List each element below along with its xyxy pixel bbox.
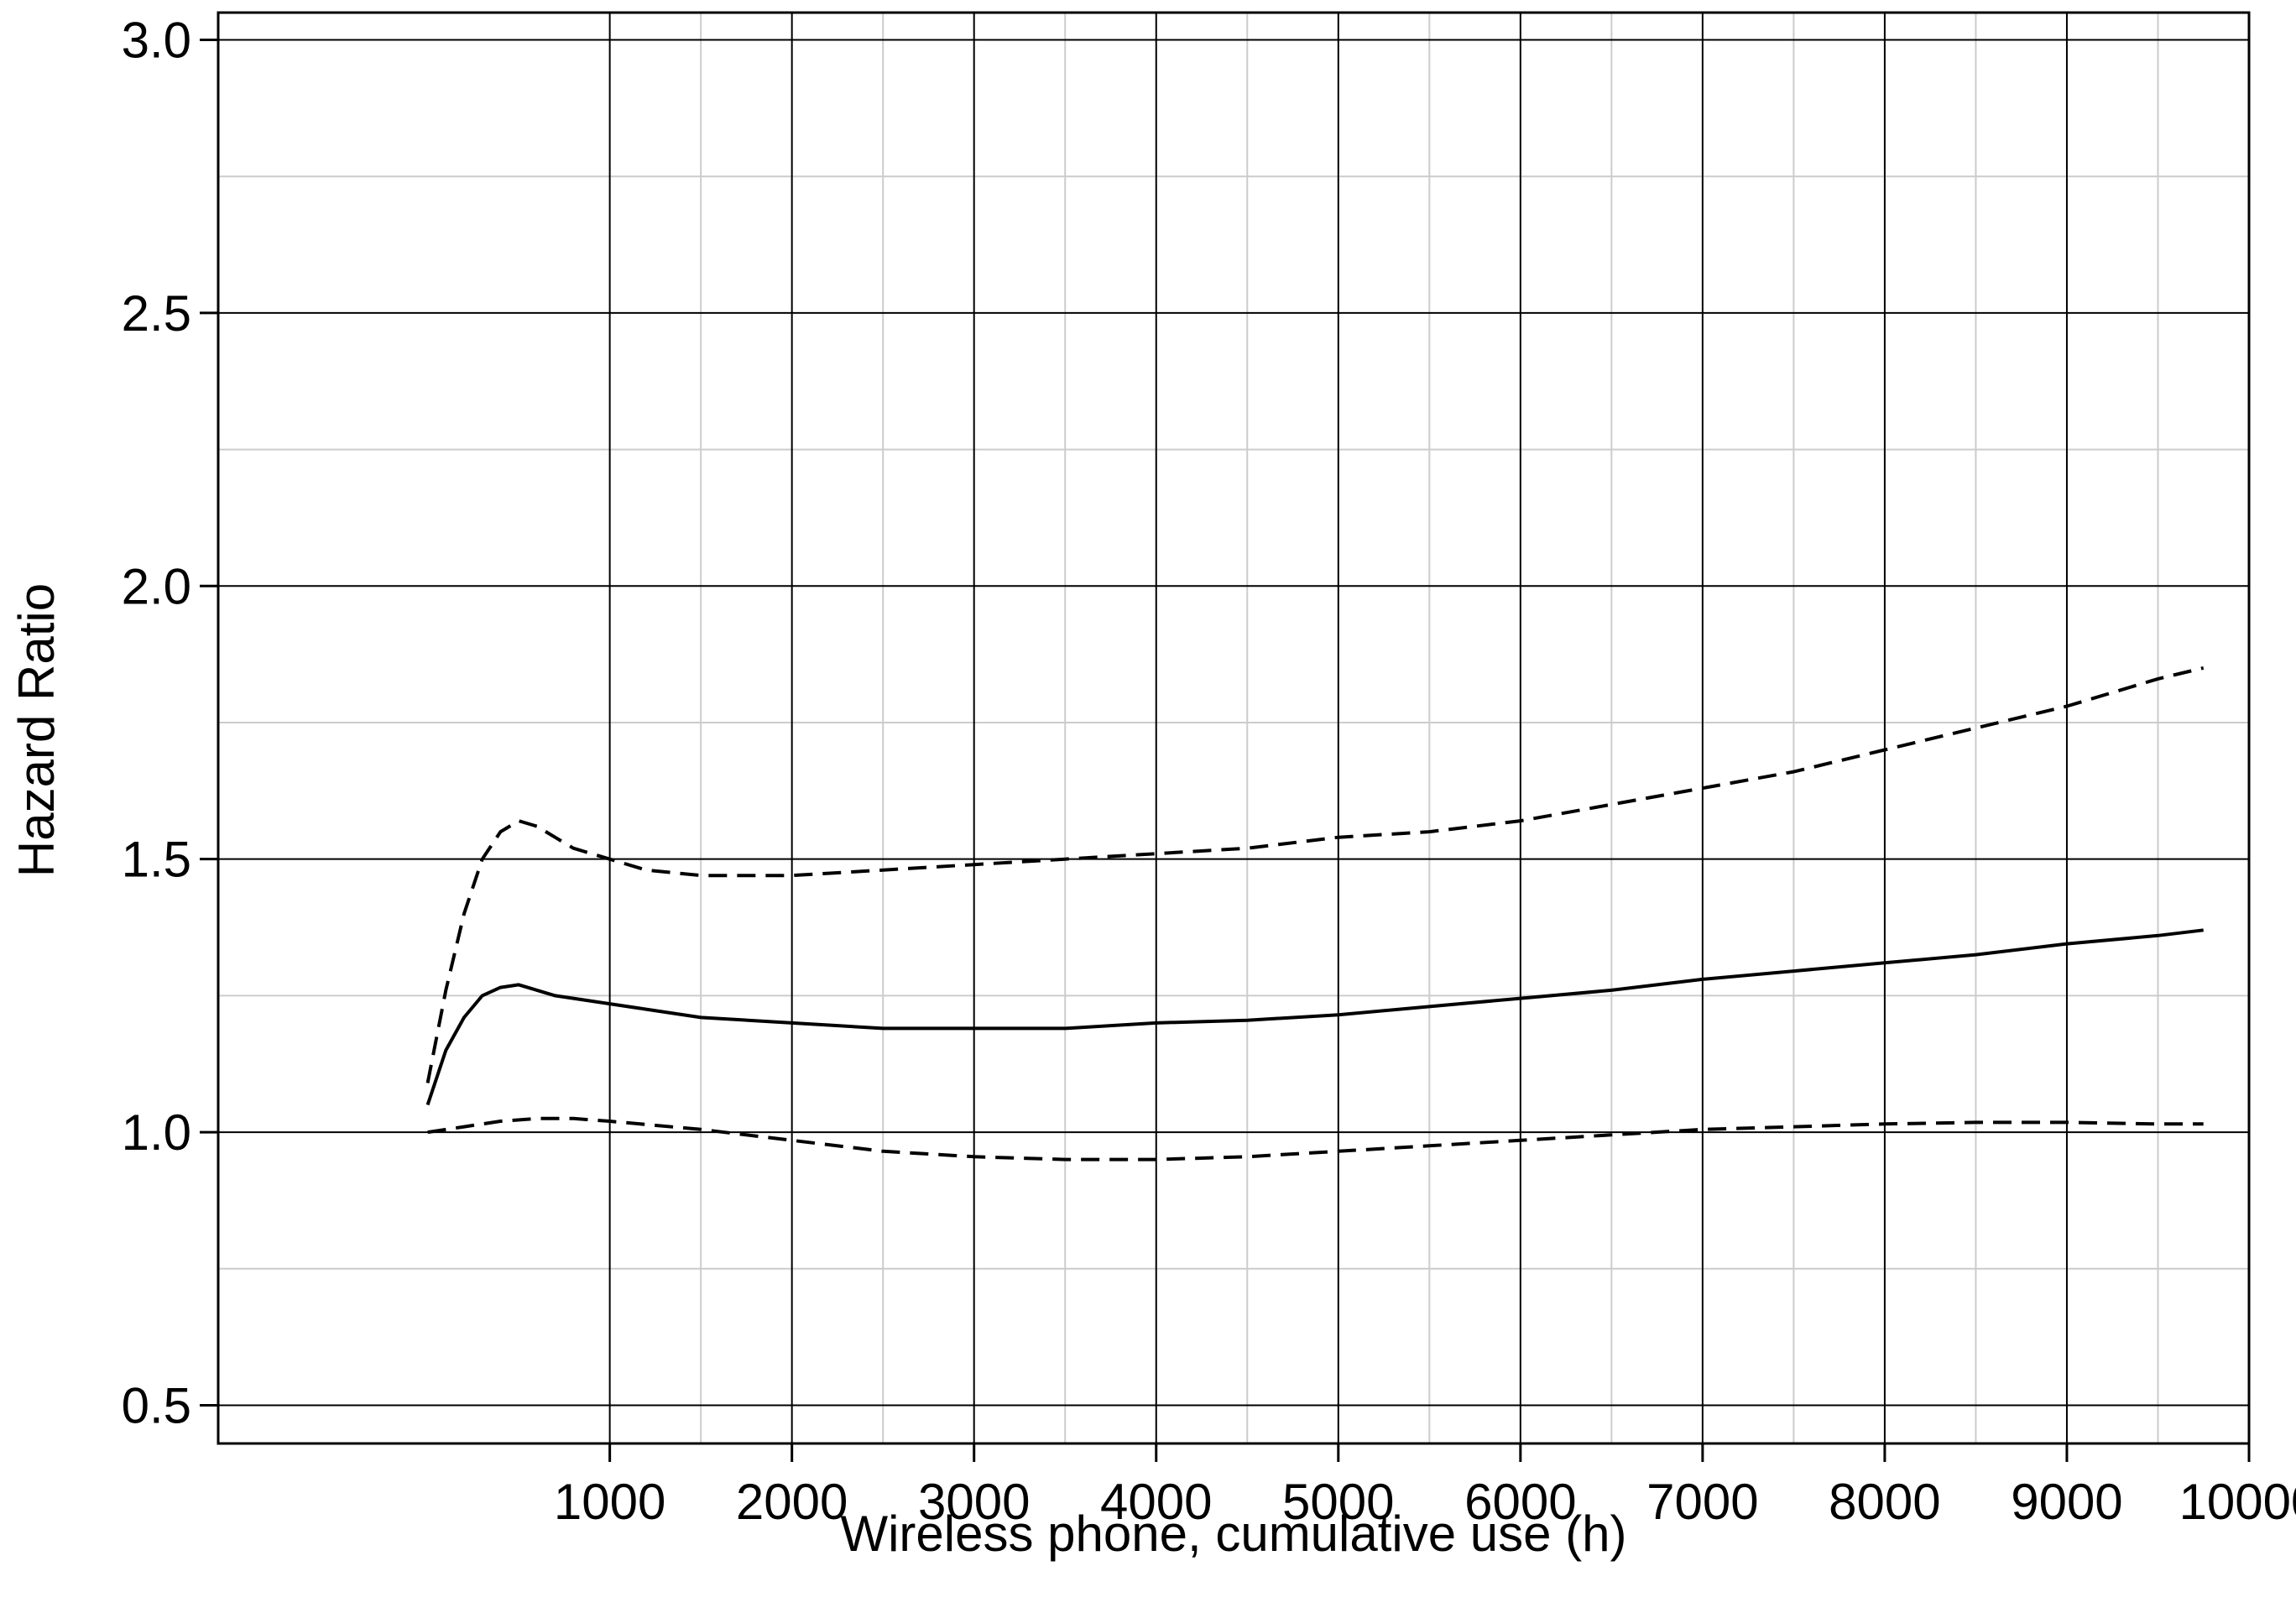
y-axis-title: Hazard Ratio — [8, 583, 65, 877]
y-tick-label: 1.5 — [122, 832, 191, 888]
x-tick-label: 6000 — [1464, 1474, 1576, 1530]
y-tick-label: 2.0 — [122, 558, 191, 614]
x-tick-label: 7000 — [1646, 1474, 1758, 1530]
plot-frame — [217, 11, 2251, 1445]
x-axis-title: Wireless phone, cumulative use (h) — [840, 1506, 1626, 1562]
hazard-ratio-line — [425, 928, 2204, 1106]
x-tick-label: 4000 — [1100, 1474, 1212, 1530]
axes: 1000 2000 3000 4000 5000 6000 7000 8000 9000 1000… — [122, 13, 2296, 1530]
grid — [218, 13, 2249, 1443]
x-tick-label: 8000 — [1829, 1474, 1940, 1530]
x-tick-label: 5000 — [1282, 1474, 1394, 1530]
x-tick-label: 9000 — [2011, 1474, 2122, 1530]
y-tick-label: 2.5 — [122, 285, 191, 342]
x-tick-label: 3000 — [918, 1474, 1030, 1530]
lower-ci-line — [427, 1116, 2204, 1161]
x-tick-label: 2000 — [736, 1474, 848, 1530]
y-tick-label: 3.0 — [122, 13, 191, 69]
y-tick-label: 1.0 — [122, 1104, 191, 1161]
x-tick-label: 1000 — [554, 1474, 665, 1530]
data-series — [425, 666, 2205, 1161]
upper-ci-line — [425, 666, 2205, 1083]
y-tick-label: 0.5 — [122, 1377, 191, 1433]
